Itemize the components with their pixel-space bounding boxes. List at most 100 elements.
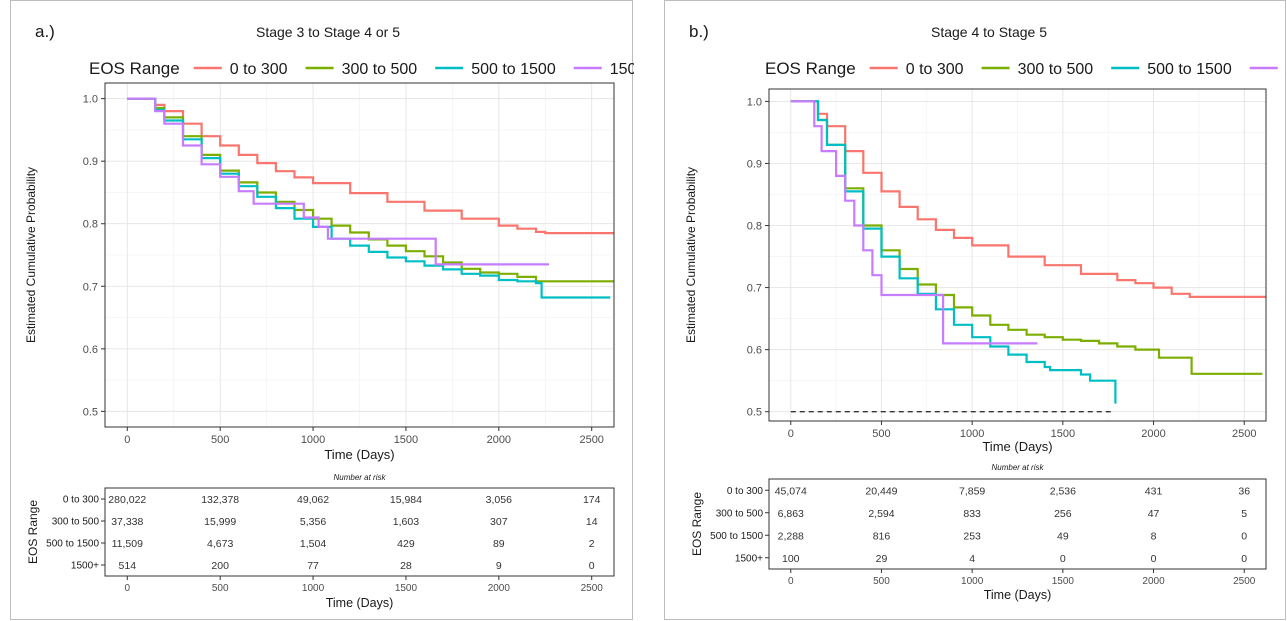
legend-title: EOS Range [89, 59, 180, 78]
x-tick-label: 0 [124, 434, 130, 446]
panel-label: a.) [35, 22, 55, 41]
risk-cell: 5 [1241, 508, 1247, 520]
panel-a: a.) Stage 3 to Stage 4 or 5 EOS Range 0 to … [10, 0, 634, 620]
risk-cell: 0 [1151, 553, 1157, 565]
risk-table-title: Number at risk [333, 473, 386, 482]
legend-title: EOS Range [765, 59, 856, 78]
legend-item-2: 500 to 1500 [471, 61, 556, 78]
x-tick-label: 2000 [487, 434, 511, 446]
risk-x-tick-label: 500 [873, 576, 890, 587]
risk-x-tick-label: 2500 [1233, 576, 1256, 587]
panel-label: b.) [689, 22, 709, 41]
risk-cell: 132,378 [201, 494, 239, 506]
risk-cell: 1,603 [393, 516, 419, 528]
risk-x-axis-title: Time (Days) [984, 588, 1052, 602]
legend-item-3: 1500+ [1286, 61, 1287, 78]
risk-row-label: 300 to 500 [52, 517, 100, 528]
x-tick-label: 2000 [1141, 428, 1165, 440]
risk-x-tick-label: 0 [788, 576, 794, 587]
x-axis-title: Time (Days) [324, 447, 394, 462]
risk-row-label: 0 to 300 [727, 486, 764, 497]
risk-x-tick-label: 1000 [302, 583, 325, 594]
risk-cell: 49 [1057, 530, 1069, 542]
risk-cell: 3,056 [486, 494, 512, 506]
risk-cell: 0 [1241, 553, 1247, 565]
risk-cell: 253 [963, 530, 981, 542]
x-tick-label: 2500 [1232, 428, 1256, 440]
risk-cell: 816 [873, 530, 891, 542]
series-line-3 [127, 97, 549, 266]
risk-cell: 89 [493, 538, 505, 550]
x-tick-label: 1500 [1051, 428, 1075, 440]
risk-cell: 100 [782, 553, 800, 565]
risk-cell: 6,863 [778, 508, 804, 520]
risk-cell: 45,074 [775, 485, 807, 497]
risk-table-title: Number at risk [991, 463, 1044, 472]
risk-table-frame [768, 478, 1267, 570]
legend-item-1: 300 to 500 [1018, 61, 1094, 78]
risk-cell: 5,356 [300, 516, 326, 528]
risk-cell: 29 [876, 553, 888, 565]
risk-x-tick-label: 1500 [1052, 576, 1075, 587]
risk-x-tick-label: 1500 [395, 583, 418, 594]
y-tick-label: 0.7 [83, 281, 98, 293]
risk-x-tick-label: 2000 [488, 583, 511, 594]
y-tick-label: 0.9 [747, 158, 762, 170]
risk-cell: 28 [400, 560, 412, 572]
risk-x-axis-title: Time (Days) [326, 596, 394, 610]
risk-cell: 8 [1151, 530, 1157, 542]
risk-cell: 833 [963, 508, 981, 520]
risk-cell: 0 [1241, 530, 1247, 542]
x-tick-label: 0 [788, 428, 794, 440]
x-tick-label: 2500 [579, 434, 603, 446]
y-tick-label: 0.6 [747, 345, 762, 357]
risk-cell: 47 [1148, 508, 1160, 520]
risk-cell: 2,536 [1050, 485, 1076, 497]
risk-row-label: 1500+ [735, 553, 763, 564]
risk-cell: 4 [969, 553, 975, 565]
panel-b: b.) Stage 4 to Stage 5 EOS Range 0 to 300 30… [664, 0, 1287, 620]
risk-cell: 2,288 [778, 530, 804, 542]
series-line-1 [790, 100, 1263, 375]
risk-cell: 2 [589, 538, 595, 550]
risk-cell: 0 [1060, 553, 1066, 565]
risk-cell: 36 [1238, 485, 1250, 497]
legend-item-3: 1500+ [610, 61, 634, 78]
x-tick-label: 1000 [301, 434, 325, 446]
x-tick-label: 1000 [960, 428, 984, 440]
legend-item-0: 0 to 300 [906, 61, 964, 78]
y-tick-label: 0.5 [747, 407, 762, 419]
risk-cell: 77 [307, 560, 319, 572]
series-line-3 [790, 100, 1038, 345]
risk-cell: 200 [211, 560, 229, 572]
risk-cell: 14 [586, 516, 598, 528]
risk-cell: 0 [589, 560, 595, 572]
risk-y-axis-title: EOS Range [690, 492, 704, 556]
risk-cell: 256 [1054, 508, 1072, 520]
risk-cell: 1,504 [300, 538, 326, 550]
risk-cell: 7,859 [959, 485, 985, 497]
risk-row-label: 500 to 1500 [46, 539, 99, 550]
y-tick-label: 0.9 [83, 156, 98, 168]
y-tick-label: 0.7 [747, 283, 762, 295]
x-axis-title: Time (Days) [982, 439, 1052, 454]
risk-row-label: 1500+ [71, 561, 99, 572]
y-axis-title: Estimated Cumulative Probability [24, 167, 38, 343]
risk-cell: 49,062 [297, 494, 329, 506]
chart-a-svg: a.) Stage 3 to Stage 4 or 5 EOS Range 0 to … [24, 22, 634, 610]
risk-cell: 11,509 [112, 538, 143, 550]
legend-item-2: 500 to 1500 [1147, 61, 1232, 78]
risk-cell: 431 [1145, 485, 1163, 497]
legend-item-1: 300 to 500 [342, 61, 418, 78]
risk-cell: 174 [583, 494, 601, 506]
series-line-0 [127, 97, 614, 235]
risk-cell: 20,449 [865, 485, 897, 497]
risk-cell: 9 [496, 560, 502, 572]
risk-row-label: 0 to 300 [63, 495, 100, 506]
risk-x-tick-label: 500 [212, 583, 229, 594]
risk-cell: 307 [490, 516, 508, 528]
risk-cell: 37,338 [111, 516, 143, 528]
risk-cell: 15,984 [390, 494, 422, 506]
risk-cell: 15,999 [204, 516, 236, 528]
risk-cell: 4,673 [207, 538, 233, 550]
